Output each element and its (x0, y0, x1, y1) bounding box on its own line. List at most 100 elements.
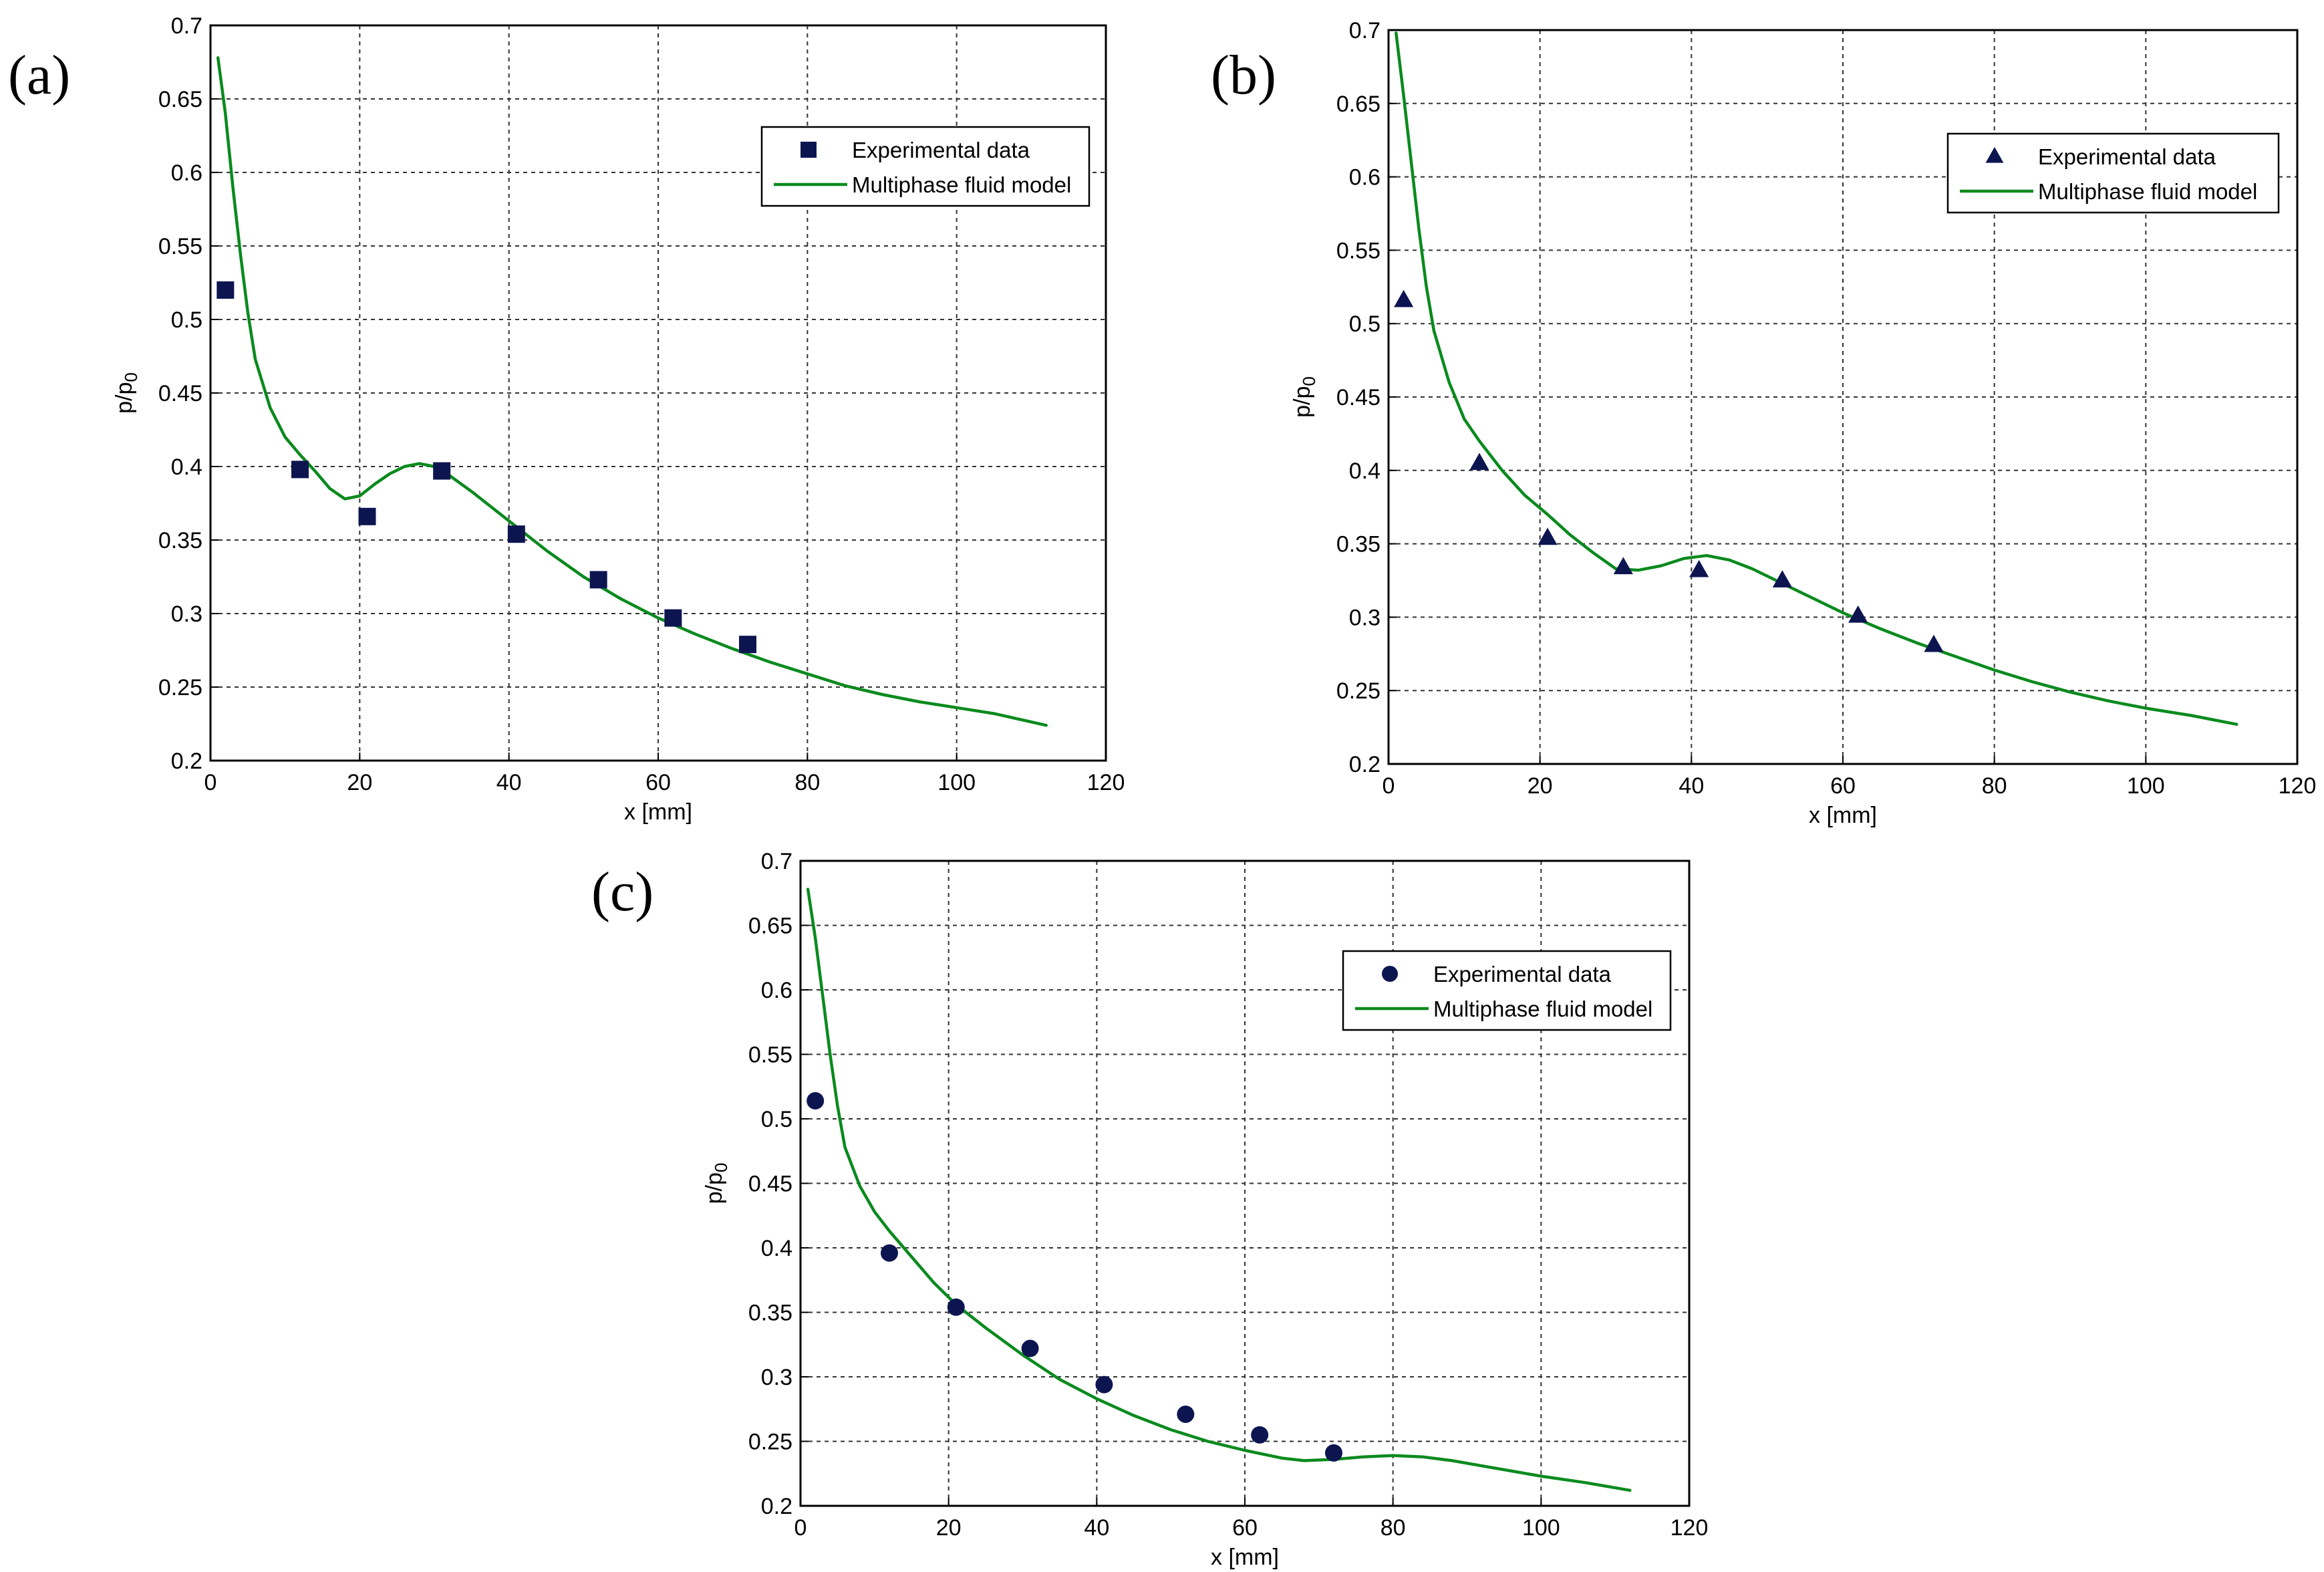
x-tick-label: 40 (1084, 1515, 1109, 1541)
panel-a: (a) 0 20 40 60 80 100 120 0.2 0.25 0.3 0.35 0.4 0.45… (8, 13, 1125, 825)
experimental-point (433, 462, 451, 480)
y-tick-label: 0.35 (1336, 532, 1381, 557)
x-tick-label: 0 (794, 1515, 807, 1541)
y-tick-label: 0.7 (761, 849, 792, 874)
y-axis-label-subscript: 0 (711, 1163, 731, 1172)
x-tick-label: 60 (1232, 1515, 1258, 1541)
y-tick-label: 0.7 (171, 13, 202, 39)
legend-marker-shape (1985, 146, 2004, 163)
x-tick-label: 0 (1383, 773, 1395, 799)
experimental-point (664, 609, 682, 627)
legend: Experimental data Multiphase fluid model (1946, 132, 2280, 214)
experimental-point (1689, 559, 1709, 577)
legend-marker-experimental (1382, 966, 1398, 982)
y-tick-label: 0.55 (1336, 238, 1381, 263)
experimental-point (216, 281, 235, 299)
y-tick-label: 0.55 (748, 1043, 792, 1068)
x-tick-label: 60 (645, 770, 671, 795)
experimental-point (1095, 1376, 1113, 1394)
y-tick-label: 0.3 (1349, 605, 1381, 630)
legend-label-experimental: Experimental data (2038, 144, 2216, 169)
experimental-point (1177, 1405, 1195, 1423)
y-axis-label-main: p/p (702, 1172, 727, 1204)
x-tick-label: 80 (794, 770, 820, 795)
x-tick-label: 40 (1679, 773, 1704, 799)
y-tick-label: 0.7 (1349, 18, 1381, 43)
experimental-point (1469, 452, 1489, 471)
y-tick-label: 0.4 (761, 1236, 792, 1261)
legend-label-model: Multiphase fluid model (2038, 179, 2257, 204)
experimental-point (1772, 570, 1792, 587)
y-tick-label: 0.25 (748, 1430, 792, 1455)
y-tick-label: 0.5 (171, 307, 202, 333)
y-tick-label: 0.3 (171, 602, 202, 627)
y-axis-label: p/p0 (1290, 376, 1319, 418)
y-tick-label: 0.2 (171, 749, 202, 774)
panel-b: (b) 0 20 40 60 80 100 120 0.2 0.25 0.3 0.35 0.4 0.45… (1211, 18, 2316, 828)
panel-label: (b) (1211, 44, 1276, 106)
tick-labels: 0 20 40 60 80 100 120 0.2 0.25 0.3 0.35 0.4 0.45 0.5 0… (158, 13, 1125, 795)
y-tick-label: 0.4 (1349, 458, 1381, 484)
x-tick-label: 100 (1522, 1515, 1560, 1541)
y-tick-label: 0.2 (761, 1494, 792, 1519)
data-marks (806, 888, 1632, 1492)
experimental-point (1394, 289, 1414, 307)
y-axis-label-subscript: 0 (121, 372, 141, 382)
x-axis-label: x [mm] (624, 799, 692, 825)
y-tick-label: 0.35 (748, 1301, 792, 1326)
legend-marker-experimental (1985, 146, 2004, 163)
experimental-point (589, 571, 607, 589)
legend-box (1946, 132, 2280, 214)
experimental-point (1613, 557, 1633, 575)
experimental-point (1538, 527, 1558, 545)
experimental-point (1021, 1339, 1039, 1357)
tick-labels: 0 20 40 60 80 100 120 0.2 0.25 0.3 0.35 0.4 0.45 0.5 0… (1336, 18, 2317, 799)
panel-c: (c) 0 20 40 60 80 100 120 0.2 0.25 0.3 0.35 0.4 0.45… (591, 849, 1708, 1570)
y-tick-label: 0.2 (1349, 752, 1381, 777)
y-axis-label-main: p/p (112, 382, 137, 414)
y-tick-label: 0.6 (761, 978, 792, 1003)
model-line (1395, 31, 2238, 726)
x-tick-label: 60 (1830, 773, 1856, 799)
y-axis-label-subscript: 0 (1299, 376, 1319, 386)
legend-box (1342, 950, 1672, 1031)
y-tick-label: 0.6 (171, 160, 202, 186)
experimental-point (358, 507, 376, 525)
y-tick-label: 0.25 (158, 675, 202, 700)
experimental-point (291, 461, 309, 479)
y-tick-label: 0.65 (748, 914, 792, 939)
y-axis-label: p/p0 (702, 1163, 731, 1204)
legend: Experimental data Multiphase fluid model (1342, 950, 1672, 1031)
legend-box (760, 126, 1091, 207)
x-tick-label: 80 (1982, 773, 2007, 799)
x-tick-label: 20 (1528, 773, 1553, 799)
x-tick-label: 120 (1087, 770, 1125, 795)
x-tick-label: 120 (1671, 1515, 1709, 1541)
y-tick-label: 0.45 (748, 1172, 792, 1197)
panel-label: (c) (591, 861, 653, 923)
y-axis-label-main: p/p (1290, 386, 1315, 418)
legend-marker-shape (1382, 966, 1398, 982)
data-marks (216, 56, 1048, 727)
x-tick-label: 120 (2279, 773, 2317, 799)
y-tick-label: 0.25 (1336, 678, 1381, 704)
y-tick-label: 0.6 (1349, 165, 1381, 190)
panel-label: (a) (8, 44, 70, 106)
model-line (806, 888, 1632, 1492)
legend-marker-shape (801, 142, 817, 158)
legend-marker-experimental (801, 142, 817, 158)
experimental-point (1325, 1444, 1342, 1462)
legend: Experimental data Multiphase fluid model (760, 126, 1091, 207)
data-marks (1394, 31, 2238, 726)
x-tick-label: 20 (936, 1515, 962, 1541)
experimental-point (947, 1298, 965, 1316)
legend-label-model: Multiphase fluid model (1433, 997, 1652, 1021)
y-tick-label: 0.65 (1336, 92, 1381, 117)
experimental-point (739, 636, 756, 654)
legend-label-experimental: Experimental data (1433, 962, 1612, 987)
experimental-point (1924, 634, 1944, 652)
legend-label-model: Multiphase fluid model (852, 172, 1071, 197)
y-tick-label: 0.35 (158, 528, 202, 553)
y-tick-label: 0.45 (1336, 385, 1381, 410)
